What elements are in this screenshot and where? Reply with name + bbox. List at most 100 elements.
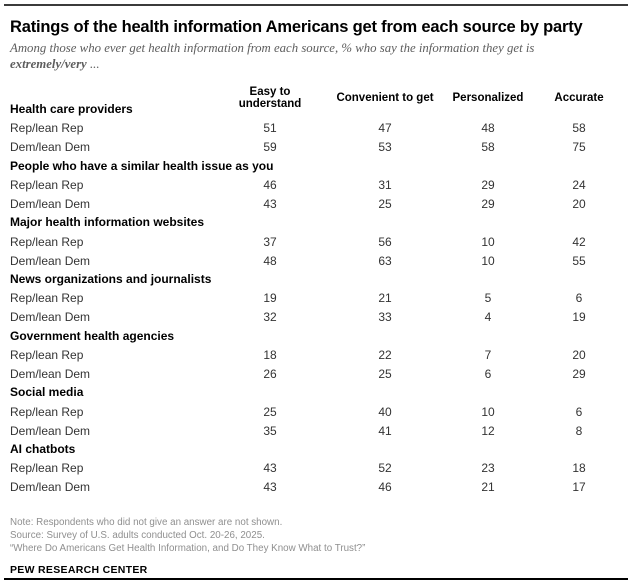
- row-label: Rep/lean Rep: [10, 178, 84, 192]
- cell-value: 10: [481, 404, 495, 419]
- table-section-header: People who have a similar health issue a…: [10, 158, 274, 173]
- table-section-header: Major health information websites: [10, 215, 205, 230]
- table-row: Dem/lean Dem 43 46 21 17: [0, 478, 640, 497]
- cell-value: 56: [378, 234, 392, 249]
- cell-value: 55: [572, 253, 586, 268]
- cell-value: 25: [378, 196, 392, 211]
- table-row: Rep/lean Rep 19 21 5 6: [0, 289, 640, 308]
- column-header-convenient: Convenient to get: [336, 92, 434, 104]
- column-header-accurate: Accurate: [554, 92, 604, 104]
- cell-value: 21: [378, 291, 392, 306]
- cell-value: 6: [575, 291, 583, 306]
- cell-value: 10: [481, 234, 495, 249]
- cell-value: 32: [263, 310, 277, 325]
- table-section-header: Government health agencies: [10, 328, 175, 343]
- cell-value: 43: [263, 196, 277, 211]
- cell-value: 23: [481, 461, 495, 476]
- cell-value: 58: [572, 121, 586, 136]
- table-row: Dem/lean Dem 32 33 4 19: [0, 308, 640, 327]
- table-row: Rep/lean Rep 37 56 10 42: [0, 232, 640, 251]
- table-section-header: Social media: [10, 385, 84, 400]
- report-title-line: “Where Do Americans Get Health Informati…: [10, 543, 366, 555]
- cell-value: 20: [572, 348, 586, 363]
- cell-value: 26: [263, 366, 277, 381]
- table-row: Dem/lean Dem 43 25 29 20: [0, 194, 640, 213]
- table-body: Health care providers Rep/lean Rep 51 47…: [0, 100, 640, 497]
- table-row: Dem/lean Dem 26 25 6 29: [0, 364, 640, 383]
- top-rule: [4, 4, 628, 6]
- cell-value: 52: [378, 461, 392, 476]
- table-row: Rep/lean Rep 51 47 48 58: [0, 119, 640, 138]
- cell-value: 42: [572, 234, 586, 249]
- cell-value: 35: [263, 423, 277, 438]
- cell-value: 63: [378, 253, 392, 268]
- page-title: Ratings of the health information Americ…: [10, 18, 583, 36]
- subtitle-line-1: Among those who ever get health informat…: [10, 41, 535, 55]
- cell-value: 37: [263, 234, 277, 249]
- row-label: Rep/lean Rep: [10, 234, 84, 249]
- page-subtitle: Among those who ever get health informat…: [10, 41, 630, 72]
- cell-value: 46: [263, 178, 277, 192]
- table-section-header: AI chatbots: [10, 442, 76, 457]
- cell-value: 21: [481, 480, 495, 495]
- subtitle-line-2: extremely/very ...: [10, 57, 630, 73]
- cell-value: 22: [378, 348, 392, 363]
- cell-value: 51: [263, 121, 277, 136]
- row-label: Dem/lean Dem: [10, 423, 91, 438]
- row-label: Dem/lean Dem: [10, 140, 91, 155]
- cell-value: 18: [263, 348, 277, 363]
- cell-value: 43: [263, 461, 277, 476]
- cell-value: 31: [378, 178, 392, 192]
- footnotes: Note: Respondents who did not give an an…: [10, 516, 630, 556]
- row-label: Dem/lean Dem: [10, 366, 91, 381]
- row-label: Rep/lean Rep: [10, 121, 84, 136]
- table-row: Rep/lean Rep 25 40 10 6: [0, 402, 640, 421]
- table-row: Rep/lean Rep 43 52 23 18: [0, 459, 640, 478]
- cell-value: 46: [378, 480, 392, 495]
- cell-value: 17: [572, 480, 586, 495]
- cell-value: 29: [572, 366, 586, 381]
- cell-value: 12: [481, 423, 495, 438]
- cell-value: 29: [481, 196, 495, 211]
- row-label: Rep/lean Rep: [10, 291, 84, 306]
- row-label: Dem/lean Dem: [10, 480, 91, 495]
- cell-value: 24: [572, 178, 586, 192]
- pew-research-center-logo: PEW RESEARCH CENTER: [10, 564, 148, 577]
- cell-value: 48: [263, 253, 277, 268]
- cell-value: 53: [378, 140, 392, 155]
- table-row: Dem/lean Dem 59 53 58 75: [0, 138, 640, 157]
- table-row: Dem/lean Dem 35 41 12 8: [0, 421, 640, 440]
- row-label: Rep/lean Rep: [10, 461, 84, 476]
- row-label: Rep/lean Rep: [10, 404, 84, 419]
- column-header-easy: Easy to understand: [238, 86, 302, 110]
- row-label: Dem/lean Dem: [10, 253, 91, 268]
- cell-value: 25: [378, 366, 392, 381]
- table-row: Dem/lean Dem 48 63 10 55: [0, 251, 640, 270]
- cell-value: 25: [263, 404, 277, 419]
- cell-value: 7: [484, 348, 492, 363]
- row-label: Rep/lean Rep: [10, 348, 84, 363]
- cell-value: 48: [481, 121, 495, 136]
- cell-value: 5: [484, 291, 492, 306]
- row-label: Dem/lean Dem: [10, 310, 91, 325]
- cell-value: 41: [378, 423, 392, 438]
- row-label: Dem/lean Dem: [10, 196, 91, 211]
- cell-value: 58: [481, 140, 495, 155]
- cell-value: 43: [263, 480, 277, 495]
- cell-value: 29: [481, 178, 495, 192]
- cell-value: 4: [484, 310, 492, 325]
- cell-value: 18: [572, 461, 586, 476]
- cell-value: 8: [575, 423, 583, 438]
- column-header-personalized: Personalized: [452, 92, 524, 104]
- bottom-rule: [4, 578, 628, 581]
- table-section-header: News organizations and journalists: [10, 272, 212, 287]
- cell-value: 19: [263, 291, 277, 306]
- cell-value: 33: [378, 310, 392, 325]
- note-line: Note: Respondents who did not give an an…: [10, 516, 283, 528]
- table-row: Rep/lean Rep 46 31 29 24: [0, 176, 640, 195]
- table-row: Rep/lean Rep 18 22 7 20: [0, 346, 640, 365]
- subtitle-ellipsis: ...: [86, 56, 100, 71]
- cell-value: 6: [575, 404, 583, 419]
- table-header-row: Easy to understand Convenient to get Per…: [0, 86, 640, 110]
